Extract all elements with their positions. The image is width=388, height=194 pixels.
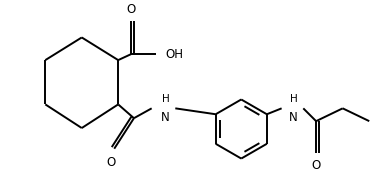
Text: OH: OH xyxy=(165,48,184,61)
Text: N: N xyxy=(289,111,298,124)
Text: H: H xyxy=(161,94,169,104)
Text: O: O xyxy=(107,156,116,169)
Text: H: H xyxy=(289,94,297,104)
Text: N: N xyxy=(161,111,170,124)
Text: O: O xyxy=(126,3,136,16)
Text: O: O xyxy=(312,158,321,171)
